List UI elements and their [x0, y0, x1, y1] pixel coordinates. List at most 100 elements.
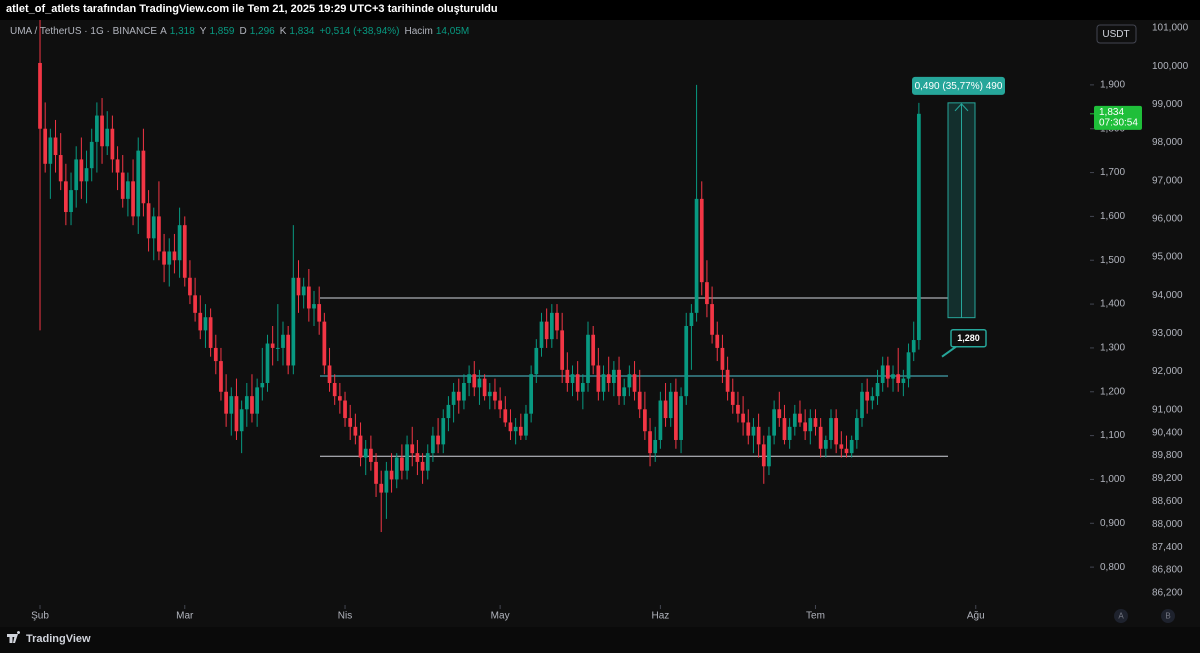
- ohlc-value: 1,859: [209, 26, 235, 37]
- candle-body: [239, 409, 244, 432]
- brand: TradingView: [26, 633, 91, 645]
- candle-body: [410, 444, 415, 454]
- currency-button[interactable]: [1096, 24, 1137, 44]
- candle-body: [674, 391, 678, 440]
- candle-body: [322, 321, 327, 366]
- candle-body: [524, 413, 528, 436]
- candle-body: [456, 391, 461, 401]
- candle-body: [782, 418, 787, 440]
- candle-body: [281, 334, 285, 348]
- candle-body: [84, 168, 89, 182]
- candle-body: [369, 448, 373, 462]
- scale-button[interactable]: [1161, 609, 1175, 623]
- candle-body: [250, 396, 254, 414]
- candle-body: [312, 304, 316, 309]
- candle-body: [529, 374, 534, 414]
- y-tick-label: 1,100: [1100, 430, 1125, 441]
- candle-body: [126, 181, 130, 199]
- candle-body: [58, 155, 63, 182]
- candle-body: [648, 431, 652, 454]
- y2-tick-label: 97,000: [1152, 175, 1183, 186]
- ohlc-value: 1,318: [169, 26, 195, 37]
- y-tick-label: 1,500: [1100, 255, 1125, 266]
- candle-body: [689, 312, 694, 327]
- volume-label: Hacim: [404, 26, 433, 37]
- y2-tick-label: 93,000: [1152, 328, 1183, 339]
- y2-tick-label: 91,000: [1152, 404, 1183, 415]
- candle-body: [627, 374, 632, 388]
- candle-body: [823, 439, 828, 449]
- candle-body: [891, 374, 895, 379]
- x-tick-label: Şub: [31, 611, 49, 622]
- candle-body: [270, 343, 275, 348]
- y2-tick-label: 95,000: [1152, 252, 1183, 263]
- candle-body: [472, 374, 477, 388]
- candle-body: [658, 400, 663, 440]
- y2-tick-label: 99,000: [1152, 99, 1183, 110]
- candle-body: [606, 374, 611, 383]
- countdown: 07:30:54: [1099, 117, 1138, 128]
- candle-body: [777, 409, 782, 419]
- candle-body: [591, 334, 596, 366]
- legend: UMA / TetherUS · 1G · BINANCE A 1,318 Y 1,…: [10, 26, 471, 37]
- candle-body: [384, 470, 389, 493]
- y2-tick-label: 88,000: [1152, 519, 1183, 530]
- candle-body: [741, 413, 745, 423]
- candle-body: [849, 439, 854, 454]
- candle-body: [420, 461, 425, 471]
- candle-body: [549, 312, 554, 340]
- candle-body: [539, 321, 544, 348]
- candle-body: [813, 418, 818, 427]
- candle-body: [317, 304, 322, 322]
- candle-body: [896, 374, 901, 383]
- candle-body: [203, 317, 208, 331]
- y-tick-label: 1,200: [1100, 386, 1125, 397]
- candle-body: [829, 418, 833, 440]
- candle-body: [193, 295, 197, 313]
- y2-tick-label: 94,000: [1152, 290, 1183, 301]
- candle-body: [668, 391, 673, 419]
- candle-body: [767, 435, 771, 467]
- candle-body: [343, 400, 347, 419]
- candle-body: [612, 369, 616, 383]
- candle-body: [425, 453, 430, 471]
- candle-body: [875, 382, 880, 397]
- candle-body: [301, 286, 306, 296]
- candle-body: [560, 330, 565, 370]
- candle-body: [89, 141, 94, 169]
- x-tick-label: Ağu: [967, 611, 985, 622]
- candle-body: [746, 422, 751, 436]
- x-tick-label: Haz: [651, 611, 669, 622]
- candle-body: [617, 369, 621, 397]
- candle-body: [637, 391, 642, 410]
- candle-body: [792, 413, 797, 427]
- candle-body: [694, 198, 699, 313]
- candle-body: [136, 150, 141, 217]
- scale-button[interactable]: [1114, 609, 1128, 623]
- y2-tick-label: 101,000: [1152, 23, 1189, 34]
- y2-tick-label: 96,000: [1152, 214, 1183, 225]
- measure-arrowhead: [954, 103, 969, 112]
- y-tick-label: 0,900: [1100, 518, 1125, 529]
- scale-button-label: B: [1165, 612, 1170, 621]
- candle-body: [565, 369, 570, 383]
- candle-body: [555, 312, 559, 331]
- y2-tick-label: 89,800: [1152, 450, 1183, 461]
- candle-body: [358, 435, 363, 458]
- candle-body: [146, 203, 151, 239]
- y-tick-label: 1,400: [1100, 299, 1125, 310]
- y2-tick-label: 86,200: [1152, 588, 1183, 599]
- y-tick-label: 0,800: [1100, 562, 1125, 573]
- candle-body: [188, 277, 192, 296]
- candle-body: [761, 444, 766, 467]
- candle-body: [901, 378, 906, 383]
- ohlc-key: D: [239, 26, 247, 37]
- header: atlet_of_atlets tarafından TradingView.c…: [6, 3, 498, 15]
- candle-body: [436, 435, 440, 445]
- candle-body: [296, 277, 301, 296]
- symbol: UMA / TetherUS · 1G · BINANCE: [10, 26, 158, 37]
- candle-body: [405, 444, 409, 471]
- candle-body: [53, 137, 58, 156]
- candle-body: [151, 216, 156, 239]
